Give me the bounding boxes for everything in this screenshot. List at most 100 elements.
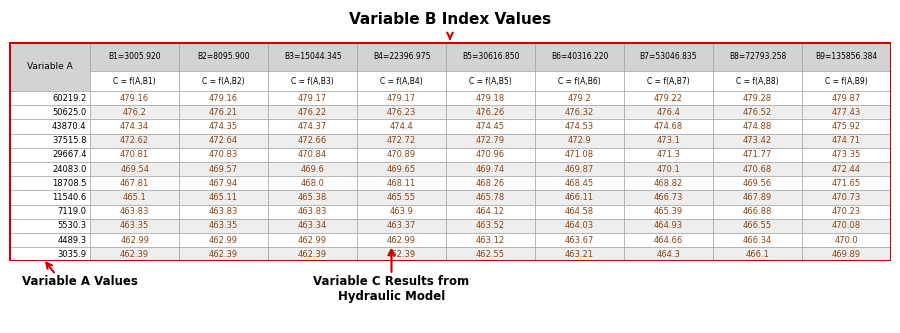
Bar: [536, 91, 624, 105]
Bar: [536, 105, 624, 120]
Bar: [536, 176, 624, 190]
Bar: [624, 190, 713, 204]
Text: 462.99: 462.99: [209, 236, 238, 245]
Bar: [446, 42, 536, 71]
Bar: [446, 148, 536, 162]
Text: C = f(A,B8): C = f(A,B8): [736, 77, 778, 86]
Text: 474.53: 474.53: [565, 122, 594, 131]
Bar: [90, 162, 179, 176]
Bar: [268, 247, 357, 261]
Bar: [357, 71, 446, 91]
Text: 474.37: 474.37: [298, 122, 328, 131]
Bar: [268, 190, 357, 204]
Bar: [90, 42, 179, 71]
Bar: [179, 120, 268, 134]
Text: 464.93: 464.93: [654, 221, 683, 230]
Text: 465.1: 465.1: [122, 193, 147, 202]
Bar: [90, 148, 179, 162]
Bar: [179, 247, 268, 261]
Bar: [90, 71, 179, 91]
Bar: [9, 233, 90, 247]
Text: 473.35: 473.35: [832, 151, 861, 160]
Bar: [624, 71, 713, 91]
Bar: [179, 162, 268, 176]
Bar: [802, 219, 891, 233]
Text: Variable A: Variable A: [27, 62, 72, 71]
Bar: [179, 91, 268, 105]
Bar: [624, 42, 713, 71]
Text: 476.2: 476.2: [122, 108, 147, 117]
Text: 37515.8: 37515.8: [52, 136, 86, 145]
Text: 479.16: 479.16: [120, 94, 149, 103]
Text: 472.44: 472.44: [832, 165, 861, 173]
Text: 464.03: 464.03: [565, 221, 594, 230]
Text: 11540.6: 11540.6: [52, 193, 86, 202]
Bar: [802, 134, 891, 148]
Text: 472.72: 472.72: [387, 136, 416, 145]
Bar: [268, 120, 357, 134]
Bar: [9, 219, 90, 233]
Text: 462.99: 462.99: [120, 236, 149, 245]
Bar: [9, 162, 90, 176]
Bar: [90, 219, 179, 233]
Bar: [802, 204, 891, 219]
Bar: [179, 219, 268, 233]
Bar: [536, 162, 624, 176]
Bar: [713, 219, 802, 233]
Bar: [179, 176, 268, 190]
Text: 464.12: 464.12: [476, 207, 505, 216]
Text: B5=30616.850: B5=30616.850: [462, 52, 519, 61]
Bar: [9, 247, 90, 261]
Bar: [268, 176, 357, 190]
Bar: [179, 190, 268, 204]
Text: 468.26: 468.26: [476, 179, 505, 188]
Text: 462.39: 462.39: [120, 250, 149, 259]
Bar: [713, 204, 802, 219]
Bar: [624, 134, 713, 148]
Bar: [802, 42, 891, 71]
Bar: [9, 120, 90, 134]
Bar: [536, 190, 624, 204]
Bar: [357, 120, 446, 134]
Bar: [446, 247, 536, 261]
Text: 479.17: 479.17: [298, 94, 328, 103]
Text: 474.35: 474.35: [209, 122, 238, 131]
Text: 60219.2: 60219.2: [52, 94, 86, 103]
Text: 468.11: 468.11: [387, 179, 416, 188]
Bar: [446, 219, 536, 233]
Bar: [802, 162, 891, 176]
Bar: [90, 134, 179, 148]
Text: Variable B Index Values: Variable B Index Values: [349, 12, 551, 27]
Text: 466.1: 466.1: [745, 250, 770, 259]
Text: 471.77: 471.77: [742, 151, 772, 160]
Text: 469.89: 469.89: [832, 250, 861, 259]
Text: 470.84: 470.84: [298, 151, 328, 160]
Text: 466.88: 466.88: [742, 207, 772, 216]
Text: 470.81: 470.81: [120, 151, 149, 160]
Text: 464.58: 464.58: [565, 207, 594, 216]
Bar: [357, 204, 446, 219]
Text: 479.17: 479.17: [387, 94, 416, 103]
Text: 469.87: 469.87: [565, 165, 594, 173]
Text: 463.12: 463.12: [476, 236, 505, 245]
Bar: [624, 219, 713, 233]
Text: 479.87: 479.87: [832, 94, 861, 103]
Bar: [357, 148, 446, 162]
Text: 462.39: 462.39: [298, 250, 328, 259]
Bar: [9, 91, 90, 105]
Bar: [179, 233, 268, 247]
Bar: [624, 162, 713, 176]
Text: 462.99: 462.99: [298, 236, 327, 245]
Bar: [9, 204, 90, 219]
Bar: [268, 91, 357, 105]
Bar: [179, 148, 268, 162]
Text: 474.4: 474.4: [390, 122, 413, 131]
Text: C = f(A,B3): C = f(A,B3): [292, 77, 334, 86]
Bar: [446, 190, 536, 204]
Text: 463.52: 463.52: [476, 221, 505, 230]
Text: 471.3: 471.3: [657, 151, 680, 160]
Bar: [179, 42, 268, 71]
Text: 474.71: 474.71: [832, 136, 861, 145]
Text: 464.3: 464.3: [657, 250, 680, 259]
Bar: [713, 190, 802, 204]
